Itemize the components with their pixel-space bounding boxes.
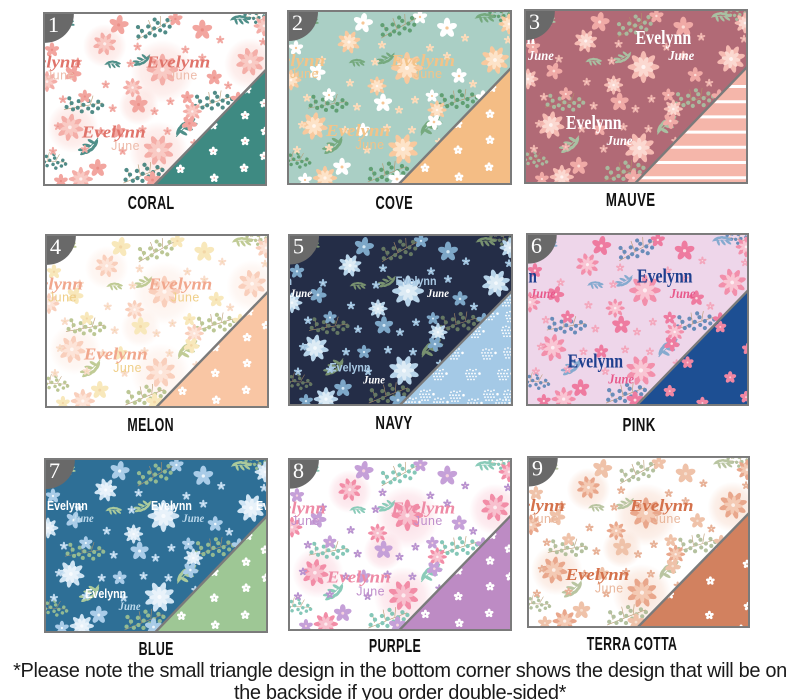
svg-text:8: 8 (293, 458, 304, 483)
svg-text:Evelynn: Evelynn (81, 122, 146, 141)
svg-text:Evelynn: Evelynn (47, 499, 88, 513)
svg-text:Evelynn: Evelynn (565, 565, 630, 584)
svg-text:June: June (426, 286, 450, 300)
svg-text:June: June (111, 138, 140, 153)
svg-text:3: 3 (529, 9, 540, 34)
svg-text:June: June (414, 513, 443, 528)
svg-text:June: June (46, 68, 75, 83)
svg-text:Evelynn: Evelynn (330, 361, 371, 375)
svg-text:June: June (118, 599, 141, 613)
svg-text:Evelynn: Evelynn (568, 350, 624, 372)
svg-text:June: June (181, 511, 204, 525)
svg-text:June: June (362, 372, 386, 386)
svg-text:June: June (290, 66, 319, 81)
svg-text:June: June (527, 49, 554, 64)
svg-text:Evelynn: Evelynn (256, 499, 268, 513)
svg-text:June: June (414, 66, 443, 81)
svg-text:June: June (667, 49, 694, 64)
svg-text:June: June (652, 511, 681, 526)
svg-text:nn: nn (526, 265, 537, 287)
svg-text:4: 4 (50, 234, 61, 259)
svg-text:6: 6 (531, 233, 542, 258)
svg-text:Evelynn: Evelynn (43, 53, 81, 72)
svg-text:June: June (595, 581, 624, 596)
svg-text:2: 2 (292, 10, 303, 35)
svg-text:June: June (606, 134, 633, 149)
svg-text:Evelynn: Evelynn (288, 498, 326, 517)
svg-text:Evelynn: Evelynn (83, 344, 148, 363)
svg-text:9: 9 (532, 456, 543, 481)
svg-text:Evelynn: Evelynn (325, 121, 390, 140)
svg-text:Evelynn: Evelynn (566, 112, 622, 134)
svg-text:1: 1 (48, 12, 59, 37)
svg-text:June: June (71, 511, 94, 525)
svg-text:June: June (289, 286, 313, 300)
svg-text:June: June (356, 583, 385, 598)
svg-text:June: June (669, 286, 696, 301)
svg-text:Evelynn: Evelynn (326, 568, 391, 587)
svg-text:Evelynn: Evelynn (390, 498, 455, 517)
svg-text:Evelynn: Evelynn (637, 265, 693, 287)
svg-text:June: June (48, 290, 77, 305)
svg-text:June: June (607, 371, 634, 386)
svg-text:Evelynn: Evelynn (147, 275, 212, 294)
svg-text:Evelynn: Evelynn (145, 53, 210, 72)
svg-text:June: June (291, 513, 320, 528)
svg-text:Evelynn: Evelynn (85, 587, 126, 601)
svg-text:Evelynn: Evelynn (396, 274, 437, 288)
svg-text:Evelynn: Evelynn (390, 51, 455, 70)
svg-text:June: June (356, 137, 385, 152)
svg-text:June: June (529, 286, 556, 301)
svg-text:June: June (171, 290, 200, 305)
svg-text:Evelynn: Evelynn (151, 499, 192, 513)
svg-text:Evelynn: Evelynn (287, 51, 325, 70)
svg-text:5: 5 (293, 234, 304, 259)
svg-text:Evelynn: Evelynn (629, 496, 694, 515)
svg-text:7: 7 (49, 458, 60, 483)
svg-text:June: June (169, 68, 198, 83)
svg-text:Evelynn: Evelynn (636, 27, 692, 49)
svg-text:Evelynn: Evelynn (527, 496, 565, 515)
svg-text:June: June (530, 511, 559, 526)
svg-text:Evelynn: Evelynn (45, 275, 83, 294)
svg-text:June: June (113, 360, 142, 375)
